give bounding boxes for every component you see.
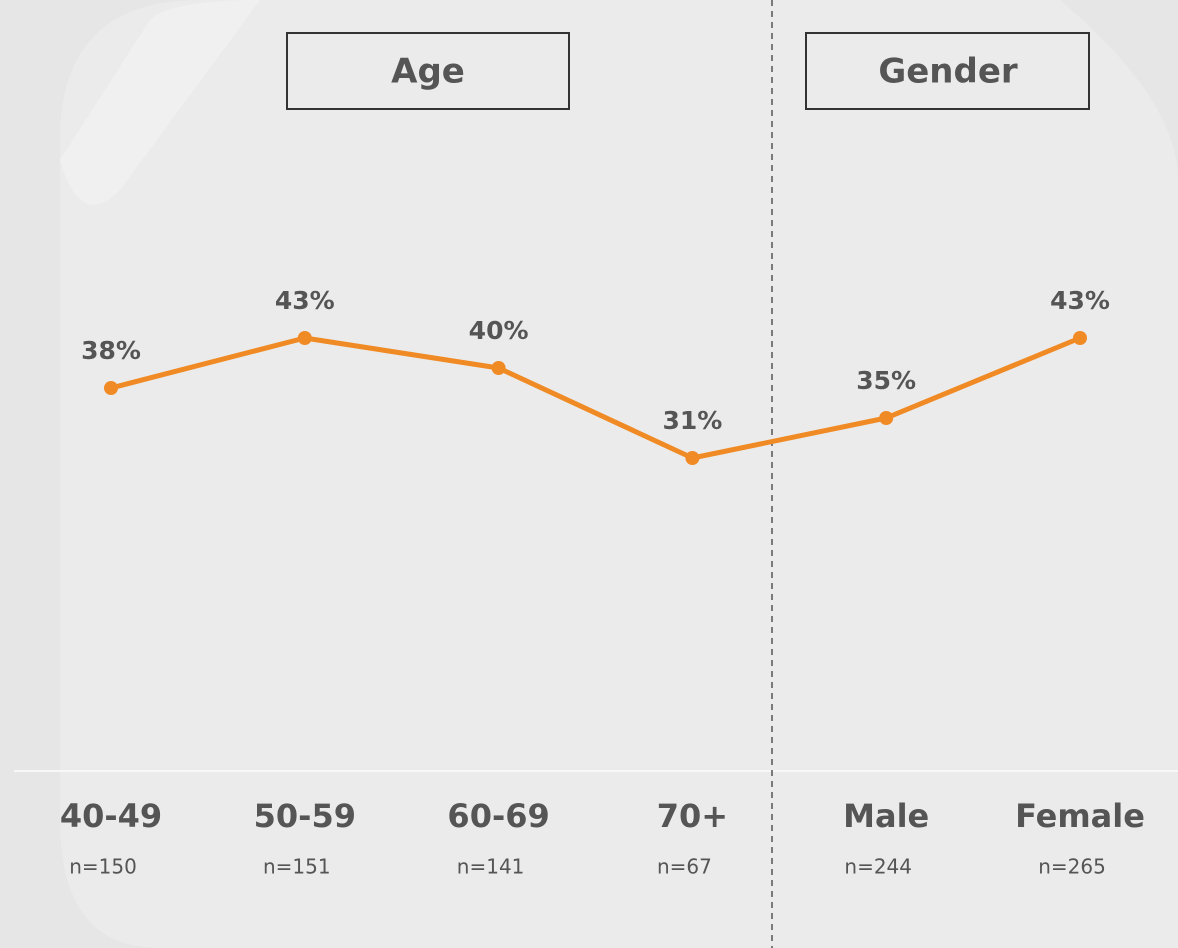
sample-size: n=265 [1038,855,1106,879]
sample-size: n=151 [263,855,331,879]
group-box [286,32,570,110]
value-label: 38% [81,336,141,365]
x-tick-label: 50-59 [254,797,356,835]
point [879,411,894,425]
x-tick-label: Female [1015,797,1145,835]
group-box [805,32,1090,110]
x-tick-label: 70+ [657,797,728,835]
x-tick-label: 40-49 [60,797,162,835]
value-label: 31% [662,406,722,435]
point [104,381,118,395]
value-label: 43% [1050,286,1110,315]
sample-size: n=141 [457,855,525,879]
value-label: 40% [469,316,529,345]
point [491,361,506,375]
sample-size: n=244 [844,855,912,879]
sample-size: n=150 [69,855,137,879]
decor [60,0,260,205]
sample-size: n=67 [657,855,712,879]
point [297,331,312,345]
group-label: Gender [878,52,1018,92]
point [685,451,700,465]
group-label: Age [391,52,465,92]
value-label: 35% [856,366,916,395]
x-tick-label: Male [843,797,929,835]
x-tick-label: 60-69 [447,797,549,835]
decor [60,0,1178,948]
value-label: 43% [275,286,335,315]
point [1073,331,1087,345]
line [110,335,1081,461]
